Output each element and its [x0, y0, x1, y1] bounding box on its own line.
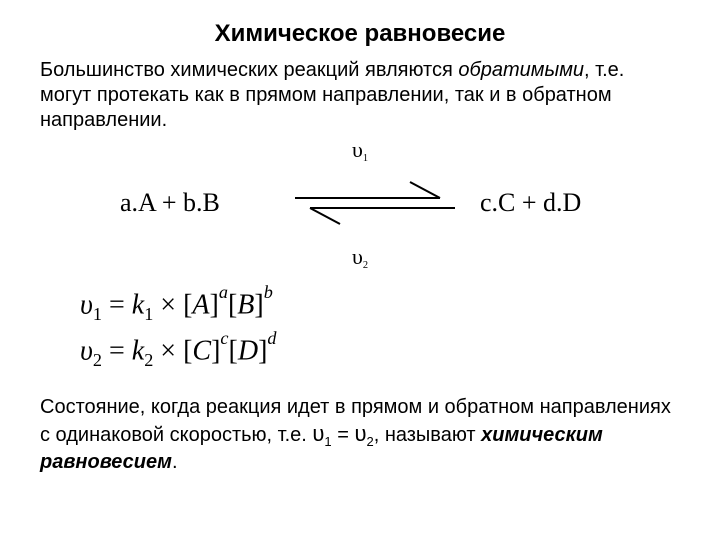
r2-rb2: ]: [258, 336, 267, 367]
r2-lb1: [: [183, 336, 192, 367]
outro-v2sub: 2: [366, 434, 373, 449]
rate-equation-2: υ2 = k2 × [C]c[D]d: [80, 333, 680, 371]
outro-eq: =: [332, 424, 355, 446]
v2-subscript: 2: [363, 260, 368, 271]
outro-text-3: .: [172, 451, 178, 473]
outro-v1sub: 1: [324, 434, 331, 449]
velocity-2-label: υ2: [40, 244, 680, 271]
r1-k: k: [132, 290, 144, 321]
r2-eq: =: [102, 336, 132, 367]
r1-eq: =: [102, 290, 132, 321]
r2-D: D: [238, 336, 258, 367]
velocity-1-label: υ1: [40, 137, 680, 164]
r1-lb2: [: [228, 290, 237, 321]
outro-paragraph: Состояние, когда реакция идет в прямом и…: [40, 395, 680, 475]
r2-k: k: [132, 336, 144, 367]
v1-symbol: υ: [352, 137, 363, 162]
r2-v: υ: [80, 336, 93, 367]
outro-v1: υ: [312, 421, 324, 446]
page-title: Химическое равновесие: [40, 20, 680, 48]
v2-symbol: υ: [352, 244, 363, 269]
r1-rb2: ]: [254, 290, 263, 321]
r2-times: ×: [153, 336, 183, 367]
intro-italic: обратимыми: [458, 59, 584, 81]
intro-paragraph: Большинство химических реакций являются …: [40, 58, 680, 133]
v1-subscript: 1: [363, 153, 368, 164]
reaction-right: c.C + d.D: [480, 188, 581, 218]
equilibrium-arrows-icon: [290, 168, 460, 238]
r1-A: A: [192, 290, 209, 321]
r2-dexp: d: [267, 328, 276, 348]
outro-text-2: , называют: [374, 424, 481, 446]
r1-rb1: ]: [210, 290, 219, 321]
reaction-equation: a.A + b.B c.C + d.D: [40, 164, 680, 244]
r1-ksub: 1: [144, 304, 153, 324]
r1-times: ×: [153, 290, 183, 321]
rate-equation-1: υ1 = k1 × [A]a[B]b: [80, 287, 680, 325]
r1-aexp: a: [219, 282, 228, 302]
r1-bexp: b: [264, 282, 273, 302]
r2-vsub: 2: [93, 350, 102, 370]
intro-text-1: Большинство химических реакций являются: [40, 59, 458, 81]
r1-vsub: 1: [93, 304, 102, 324]
r2-ksub: 2: [144, 350, 153, 370]
outro-v2: υ: [354, 421, 366, 446]
r2-cexp: c: [220, 328, 228, 348]
r1-v: υ: [80, 290, 93, 321]
r1-lb1: [: [183, 290, 192, 321]
reaction-left: a.A + b.B: [120, 188, 220, 218]
r2-lb2: [: [229, 336, 238, 367]
r2-C: C: [192, 336, 211, 367]
r1-B: B: [237, 290, 254, 321]
